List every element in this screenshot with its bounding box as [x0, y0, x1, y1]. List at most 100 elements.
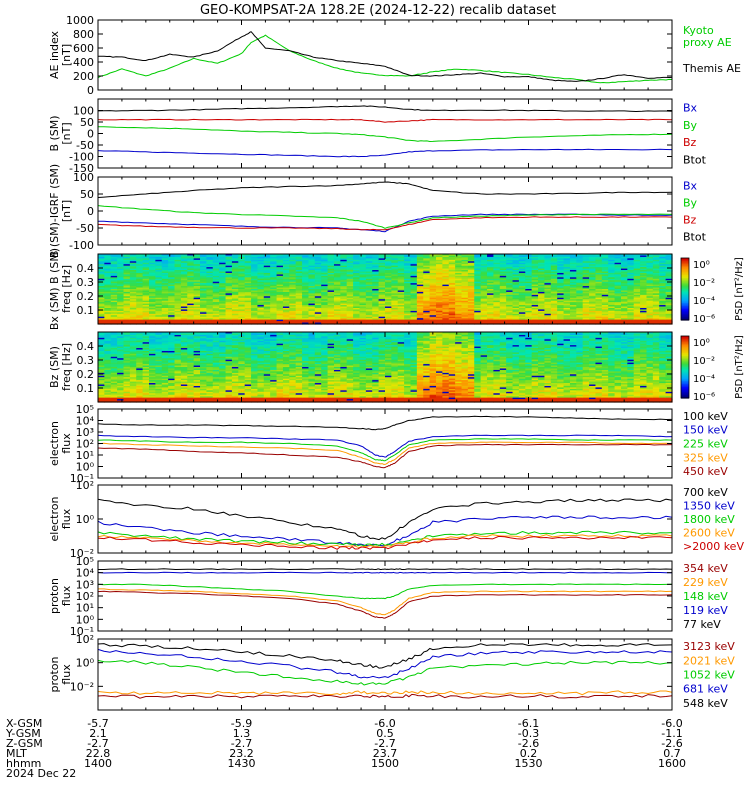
- heatmap-cell: [276, 255, 284, 258]
- heatmap-cell: [206, 275, 214, 278]
- heatmap-cell: [321, 277, 329, 280]
- heatmap-cell: [353, 262, 361, 265]
- heatmap-cell: [142, 283, 150, 286]
- heatmap-cell: [448, 278, 456, 281]
- heatmap-cell: [353, 265, 361, 268]
- heatmap-cell: [110, 305, 118, 308]
- heatmap-cell: [627, 303, 635, 306]
- heatmap-cell: [665, 291, 673, 294]
- heatmap-cell: [231, 309, 239, 312]
- heatmap-cell: [238, 275, 246, 278]
- heatmap-cell: [589, 296, 597, 299]
- heatmap-cell: [538, 302, 546, 305]
- heatmap-cell: [442, 255, 450, 258]
- heatmap-cell: [251, 297, 259, 300]
- heatmap-cell: [333, 294, 341, 297]
- heatmap-cell: [372, 278, 380, 281]
- heatmap-cell: [410, 303, 418, 306]
- heatmap-cell: [104, 274, 112, 277]
- heatmap-cell: [308, 262, 316, 265]
- heatmap-cell: [665, 318, 673, 321]
- heatmap-cell: [302, 268, 310, 271]
- heatmap-cell: [231, 272, 239, 276]
- heatmap-cell: [589, 277, 597, 280]
- heatmap-cell: [582, 294, 590, 297]
- heatmap-cell: [538, 313, 546, 316]
- heatmap-cell: [98, 306, 105, 309]
- heatmap-cell: [608, 264, 616, 267]
- heatmap-cell: [429, 303, 437, 306]
- heatmap-cell: [550, 264, 558, 267]
- heatmap-cell: [518, 281, 526, 284]
- heatmap-cell: [378, 309, 386, 312]
- heatmap-cell: [282, 303, 290, 306]
- heatmap-cell: [627, 254, 635, 257]
- heatmap-cell: [423, 307, 431, 311]
- heatmap-cell: [270, 315, 278, 318]
- heatmap-cell: [493, 268, 501, 271]
- heatmap-cell: [206, 289, 214, 292]
- heatmap-cell: [531, 300, 539, 303]
- heatmap-cell: [627, 261, 635, 264]
- heatmap-cell: [448, 293, 456, 296]
- heatmap-cell: [365, 300, 373, 303]
- heatmap-cell: [378, 303, 386, 306]
- heatmap-cell: [608, 299, 616, 302]
- heatmap-cell: [212, 300, 220, 303]
- heatmap-cell: [289, 287, 297, 290]
- heatmap-cell: [474, 315, 482, 318]
- heatmap-cell: [117, 293, 125, 296]
- heatmap-cell: [640, 268, 648, 271]
- heatmap-cell: [302, 313, 310, 316]
- heatmap-cell: [149, 281, 156, 284]
- heatmap-cell: [487, 302, 495, 305]
- heatmap-cell: [346, 321, 354, 324]
- heatmap-cell: [378, 291, 386, 294]
- heatmap-cell: [98, 391, 105, 394]
- heatmap-cell: [614, 267, 622, 270]
- heatmap-cell: [397, 267, 405, 270]
- heatmap-cell: [378, 281, 386, 284]
- heatmap-cell: [512, 255, 520, 258]
- heatmap-cell: [212, 268, 220, 271]
- colorbar-cell: [681, 307, 689, 310]
- heatmap-cell: [333, 300, 341, 303]
- heatmap-cell: [512, 319, 520, 322]
- heatmap-cell: [155, 258, 163, 261]
- heatmap-cell: [416, 278, 424, 281]
- heatmap-cell: [646, 316, 654, 319]
- heatmap-cell: [168, 280, 176, 283]
- heatmap-cell: [212, 305, 220, 308]
- heatmap-cell: [582, 277, 590, 280]
- heatmap-cell: [576, 300, 584, 303]
- heatmap-cell: [193, 280, 201, 283]
- heatmap-cell: [378, 268, 386, 271]
- heatmap-cell: [633, 315, 641, 318]
- heatmap-cell: [436, 305, 443, 308]
- heatmap-cell: [295, 290, 303, 293]
- colorbar-cell: [681, 261, 689, 264]
- heatmap-cell: [474, 261, 482, 264]
- heatmap-cell: [98, 336, 105, 339]
- heatmap-cell: [429, 275, 437, 278]
- heatmap-cell: [633, 270, 641, 273]
- colorbar-cell: [681, 318, 689, 321]
- heatmap-cell: [385, 294, 392, 297]
- heatmap-cell: [270, 262, 278, 265]
- heatmap-cell: [404, 310, 412, 313]
- heatmap-cell: [544, 297, 552, 300]
- heatmap-cell: [308, 271, 316, 274]
- heatmap-cell: [129, 313, 137, 316]
- heatmap-cell: [340, 262, 348, 265]
- heatmap-cell: [180, 294, 188, 297]
- heatmap-cell: [448, 283, 456, 286]
- heatmap-cell: [257, 275, 265, 278]
- heatmap-cell: [308, 268, 316, 271]
- heatmap-cell: [474, 299, 482, 302]
- heatmap-cell: [493, 293, 501, 296]
- heatmap-cell: [136, 355, 144, 358]
- heatmap-cell: [333, 258, 341, 261]
- heatmap-cell: [589, 261, 597, 264]
- series-line-btot: [97, 105, 673, 113]
- heatmap-cell: [333, 287, 341, 290]
